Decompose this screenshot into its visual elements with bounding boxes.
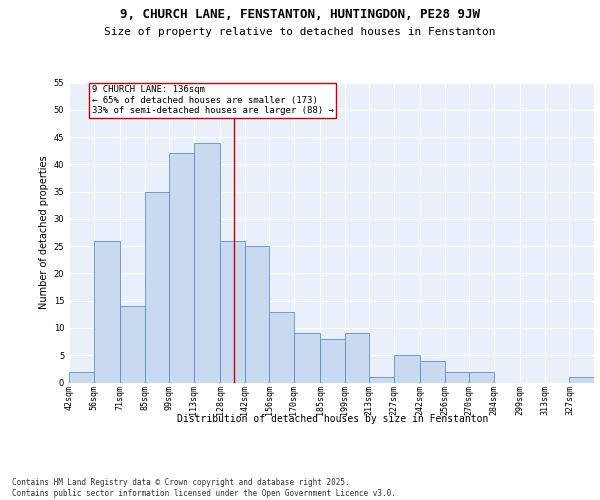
Bar bbox=[394, 355, 420, 382]
Text: 9, CHURCH LANE, FENSTANTON, HUNTINGDON, PE28 9JW: 9, CHURCH LANE, FENSTANTON, HUNTINGDON, … bbox=[120, 8, 480, 20]
Bar bbox=[220, 240, 245, 382]
Bar bbox=[120, 306, 145, 382]
Bar bbox=[69, 372, 94, 382]
Bar bbox=[245, 246, 269, 382]
Text: Distribution of detached houses by size in Fenstanton: Distribution of detached houses by size … bbox=[178, 414, 488, 424]
Bar bbox=[194, 142, 220, 382]
Bar bbox=[569, 377, 594, 382]
Bar bbox=[294, 334, 320, 382]
Bar bbox=[94, 240, 120, 382]
Bar bbox=[420, 360, 445, 382]
Bar bbox=[469, 372, 494, 382]
Bar bbox=[145, 192, 169, 382]
Y-axis label: Number of detached properties: Number of detached properties bbox=[40, 156, 49, 310]
Bar bbox=[169, 154, 194, 382]
Bar bbox=[269, 312, 294, 382]
Bar bbox=[320, 339, 344, 382]
Text: 9 CHURCH LANE: 136sqm
← 65% of detached houses are smaller (173)
33% of semi-det: 9 CHURCH LANE: 136sqm ← 65% of detached … bbox=[92, 85, 334, 115]
Bar bbox=[445, 372, 469, 382]
Text: Size of property relative to detached houses in Fenstanton: Size of property relative to detached ho… bbox=[104, 27, 496, 37]
Bar bbox=[344, 334, 369, 382]
Bar bbox=[369, 377, 394, 382]
Text: Contains HM Land Registry data © Crown copyright and database right 2025.
Contai: Contains HM Land Registry data © Crown c… bbox=[12, 478, 396, 498]
